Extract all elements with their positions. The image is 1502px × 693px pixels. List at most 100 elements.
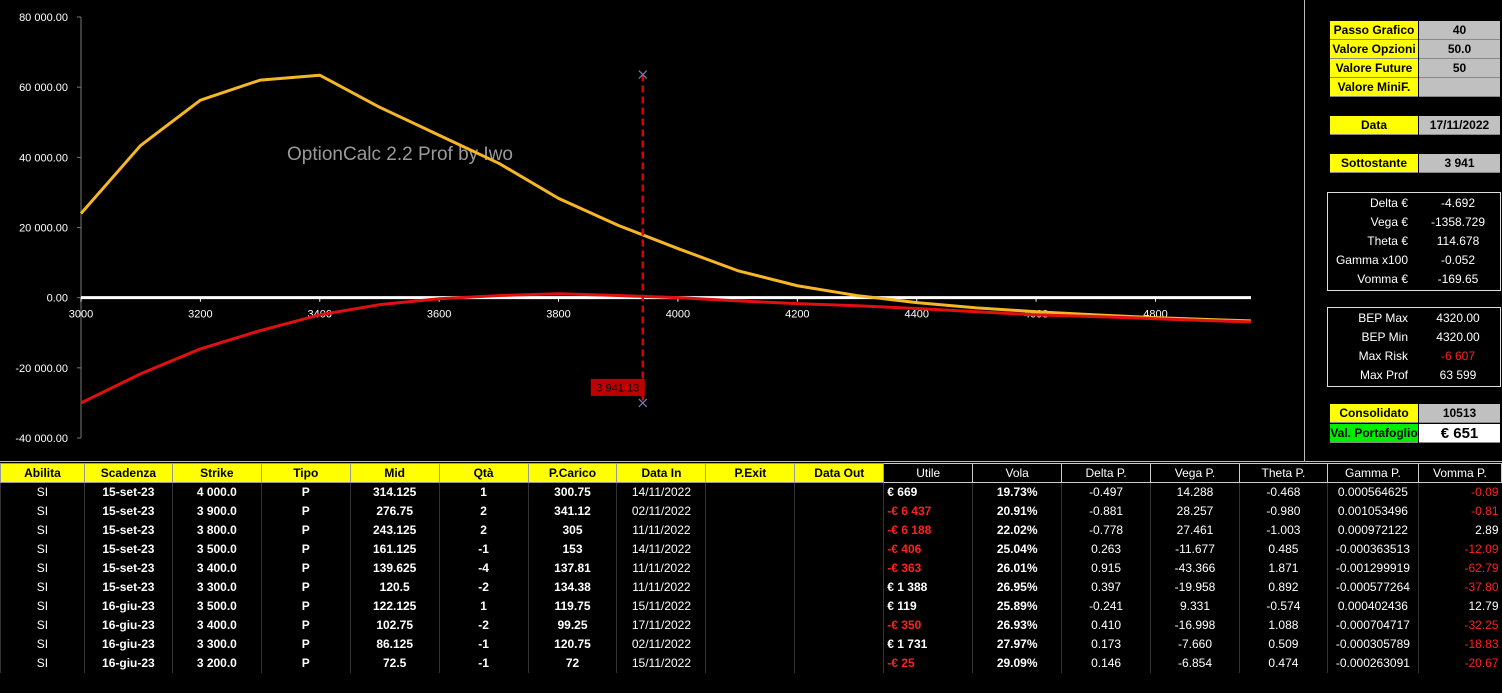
cell: 26.01% [972, 558, 1062, 578]
field-value: € 651 [1419, 424, 1500, 443]
field-value: 17/11/2022 [1419, 116, 1500, 135]
cell: 27.461 [1150, 520, 1240, 540]
cell: € 1 731 [883, 634, 973, 654]
position-row: SI 16-giu-23 3 400.0 P 102.75 -2 99.25 17/11/20… [0, 615, 1502, 635]
position-row: SI 16-giu-23 3 500.0 P 122.125 1 119.75 15/11/2… [0, 596, 1502, 616]
cell: -€ 6 437 [883, 501, 973, 521]
cell: -37.80 [1417, 577, 1502, 597]
cell: -0.001299919 [1326, 558, 1419, 578]
cell: -2 [438, 615, 529, 635]
x-tick-label: 3800 [546, 309, 570, 321]
cell: -11.677 [1150, 539, 1240, 559]
column-header: P.Exit [705, 463, 796, 483]
cell: 15/11/2022 [616, 653, 706, 673]
cell: 1.088 [1238, 615, 1328, 635]
cell: -0.980 [1238, 501, 1328, 521]
cell [705, 634, 795, 654]
field-value: 50.0 [1419, 40, 1500, 59]
cell [705, 653, 795, 673]
cell: 29.09% [972, 653, 1062, 673]
field-value: 50 [1419, 59, 1500, 78]
cell: 27.97% [972, 634, 1062, 654]
cell: -0.497 [1061, 482, 1151, 502]
cell: 16-giu-23 [83, 634, 173, 654]
position-row: SI 15-set-23 4 000.0 P 314.125 1 300.75 14/11/2… [0, 482, 1502, 502]
cell: 119.75 [527, 596, 617, 616]
cell: SI [0, 634, 85, 654]
cell: -1 [438, 634, 529, 654]
cell: SI [0, 558, 85, 578]
cell: 16-giu-23 [83, 653, 173, 673]
cell: 0.263 [1061, 539, 1151, 559]
cell: -0.881 [1061, 501, 1151, 521]
cell: P [260, 482, 351, 502]
x-tick-label: 4200 [785, 309, 809, 321]
field-value [1419, 78, 1500, 97]
cell: 0.000564625 [1326, 482, 1419, 502]
metric-value: 63 599 [1439, 368, 1477, 382]
cell: 26.95% [972, 577, 1062, 597]
y-tick-label: 40 000.00 [19, 152, 68, 164]
cell: 161.125 [349, 539, 440, 559]
column-header: Vomma P. [1417, 463, 1502, 483]
metric-value: 4320.00 [1436, 311, 1480, 325]
cell [794, 482, 884, 502]
metric-value: 4320.00 [1436, 330, 1480, 344]
cell: -€ 6 188 [883, 520, 973, 540]
cell: 2.89 [1417, 520, 1502, 540]
position-row: SI 16-giu-23 3 200.0 P 72.5 -1 72 15/11/2022 -€ … [0, 653, 1502, 673]
cell: 17/11/2022 [616, 615, 706, 635]
cell: 28.257 [1150, 501, 1240, 521]
cell: 3 900.0 [171, 501, 262, 521]
cell: € 669 [883, 482, 973, 502]
field-label: Data [1330, 116, 1418, 135]
y-tick-label: -20 000.00 [15, 363, 68, 375]
field-label: Valore MiniF. [1330, 78, 1418, 97]
cell: 25.04% [972, 539, 1062, 559]
cell: SI [0, 596, 85, 616]
cell: 15-set-23 [83, 558, 173, 578]
cell: 1 [438, 596, 529, 616]
metric-label: Vega € [1370, 215, 1408, 229]
cell: P [260, 577, 351, 597]
cell: -32.25 [1417, 615, 1502, 635]
cell: 15/11/2022 [616, 596, 706, 616]
cell: 276.75 [349, 501, 440, 521]
cell: -18.83 [1417, 634, 1502, 654]
field-label: Consolidato [1330, 404, 1418, 423]
field-label: Valore Opzioni [1330, 40, 1418, 59]
field-value: 40 [1419, 21, 1500, 40]
cell: -0.000577264 [1326, 577, 1419, 597]
y-tick-label: 20 000.00 [19, 223, 68, 235]
series-line [80, 292, 1252, 405]
cell: 15-set-23 [83, 482, 173, 502]
cell: 19.73% [972, 482, 1062, 502]
metric-label: Gamma x100 [1335, 253, 1408, 267]
cell: -19.958 [1150, 577, 1240, 597]
cell: -0.000704717 [1326, 615, 1419, 635]
column-header: Abilita [0, 463, 85, 483]
cell: P [260, 596, 351, 616]
cell [705, 558, 795, 578]
cell: 120.5 [349, 577, 440, 597]
watermark: OptionCalc 2.2 Prof by Iwo [287, 144, 513, 165]
cell: € 1 388 [883, 577, 973, 597]
cell: 99.25 [527, 615, 617, 635]
cell: 0.000972122 [1326, 520, 1419, 540]
cell: 15-set-23 [83, 577, 173, 597]
cell: 102.75 [349, 615, 440, 635]
x-tick-label: 3200 [188, 309, 212, 321]
metric-value: -0.052 [1440, 253, 1476, 267]
column-header: Mid [349, 463, 440, 483]
cell: 0.001053496 [1326, 501, 1419, 521]
position-row: SI 15-set-23 3 900.0 P 276.75 2 341.12 02/11/20… [0, 501, 1502, 521]
cell: 15-set-23 [83, 520, 173, 540]
cell: 14/11/2022 [616, 539, 706, 559]
cell: -0.574 [1238, 596, 1328, 616]
cell: -6.854 [1150, 653, 1240, 673]
field-label: Sottostante [1330, 154, 1418, 173]
column-header: Scadenza [83, 463, 173, 483]
cell: -0.000363513 [1326, 539, 1419, 559]
cell: 0.000402436 [1326, 596, 1419, 616]
